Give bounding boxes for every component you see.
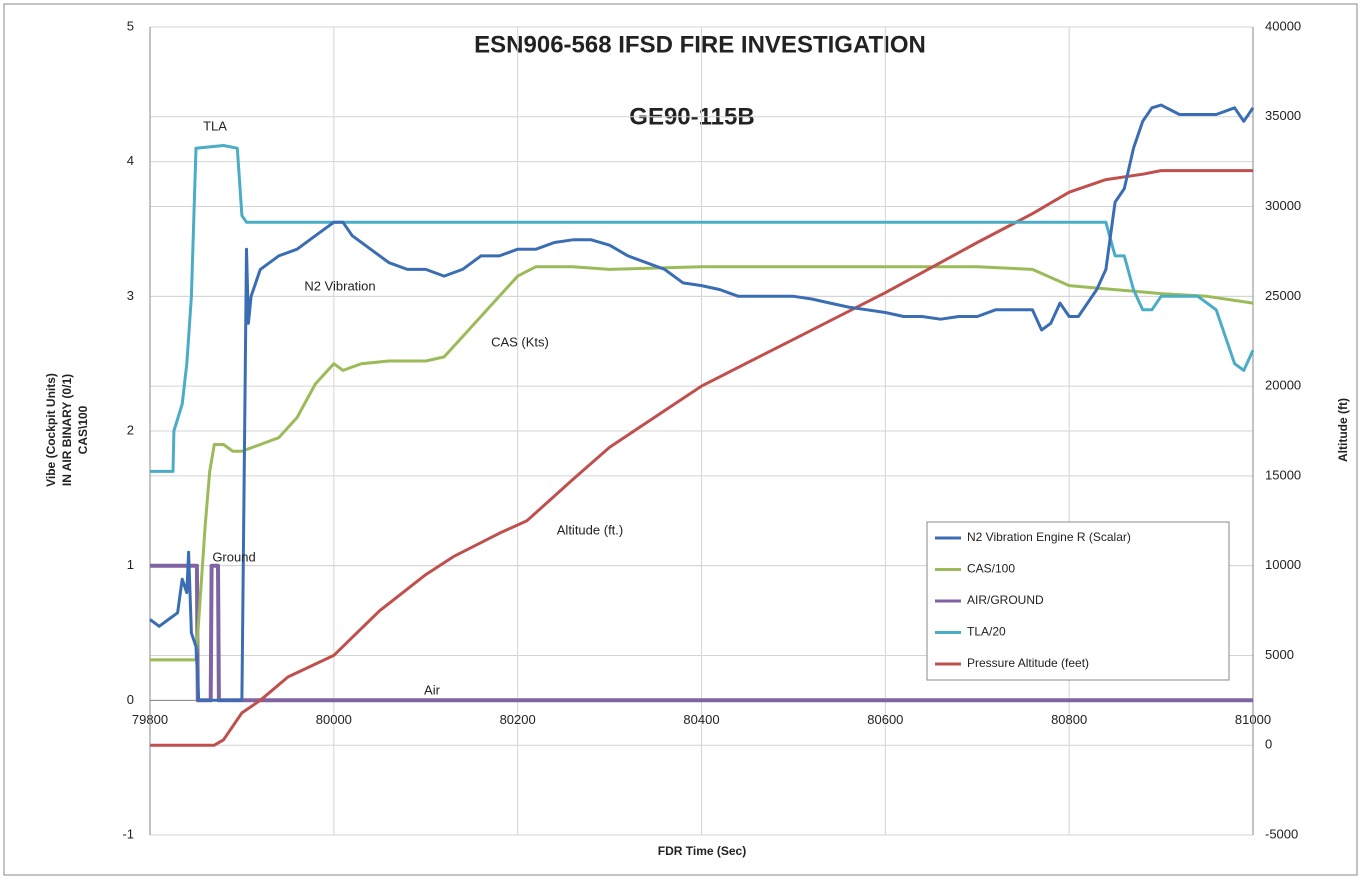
y-axis-label: CAS\100	[76, 405, 90, 454]
legend-label: N2 Vibration Engine R (Scalar)	[967, 530, 1131, 544]
y2-tick-label: 35000	[1265, 108, 1301, 123]
y2-tick-label: 10000	[1265, 557, 1301, 572]
x-tick-label: 80600	[867, 712, 903, 727]
x-tick-label: 80800	[1051, 712, 1087, 727]
x-axis-label: FDR Time (Sec)	[658, 844, 746, 858]
y2-tick-label: 40000	[1265, 18, 1301, 33]
series-line	[150, 144, 1255, 473]
annotation: N2 Vibration	[304, 278, 375, 293]
y2-tick-label: 15000	[1265, 467, 1301, 482]
y2-axis-label: Altitude (ft)	[1336, 398, 1350, 462]
annotation: TLA	[203, 118, 227, 133]
y-tick-label: -1	[122, 826, 134, 841]
y2-tick-label: 30000	[1265, 198, 1301, 213]
x-tick-label: 80400	[683, 712, 719, 727]
y-tick-label: 3	[127, 288, 134, 303]
series-line	[150, 563, 1253, 703]
x-tick-label: 80200	[500, 712, 536, 727]
y2-tick-label: 5000	[1265, 647, 1294, 662]
y-tick-label: 0	[127, 692, 134, 707]
annotation: Air	[424, 682, 441, 697]
legend-label: Pressure Altitude (feet)	[967, 656, 1089, 670]
annotation: Altitude (ft.)	[557, 522, 623, 537]
annotation: CAS (Kts)	[491, 334, 549, 349]
y-axis-label: Vibe (Cockpit Units)	[44, 373, 58, 487]
series-line	[149, 103, 1255, 702]
y2-tick-label: 20000	[1265, 378, 1301, 393]
y-tick-label: 2	[127, 422, 134, 437]
y-tick-label: 1	[127, 557, 134, 572]
series-line	[150, 265, 1254, 662]
chart-title: ESN906-568 IFSD FIRE INVESTIGATION	[474, 31, 926, 58]
legend-label: CAS/100	[967, 562, 1015, 576]
y-tick-label: 5	[127, 18, 134, 33]
legend-label: AIR/GROUND	[967, 593, 1044, 607]
legend-box	[926, 521, 1230, 681]
legend-label: TLA/20	[967, 625, 1006, 639]
y2-tick-label: 0	[1265, 737, 1272, 752]
y2-tick-label: -5000	[1265, 826, 1298, 841]
y-axis-label: IN AIR BINARY (0/1)	[60, 374, 74, 486]
y-tick-label: 4	[127, 153, 134, 168]
x-tick-label: 80000	[316, 712, 352, 727]
annotation: Ground	[212, 549, 255, 564]
series-line	[150, 169, 1253, 747]
y2-tick-label: 25000	[1265, 288, 1301, 303]
